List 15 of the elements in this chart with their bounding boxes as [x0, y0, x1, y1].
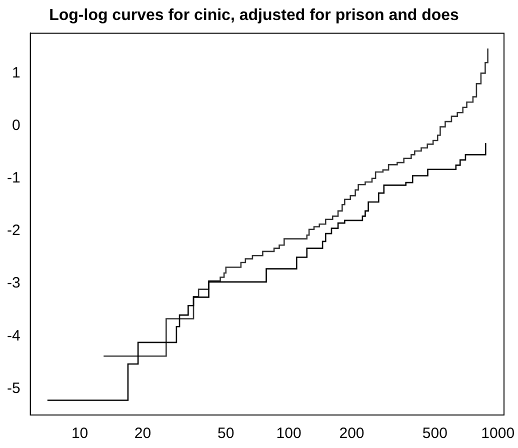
y-tick-label: 0	[12, 116, 20, 134]
y-tick-label: -2	[6, 222, 20, 240]
chart-title: Log-log curves for cinic, adjusted for prison and does	[49, 7, 460, 24]
y-tick-label: -4	[6, 327, 20, 344]
x-tick-label: 1000	[481, 425, 515, 442]
x-tick-label: 20	[134, 425, 152, 442]
y-tick-label: -3	[6, 274, 20, 292]
y-tick-label: -1	[6, 169, 20, 186]
x-tick-label: 100	[276, 425, 302, 442]
x-tick-label: 500	[422, 425, 448, 442]
y-tick-label: -5	[6, 380, 20, 397]
y-tick-label: 1	[12, 64, 20, 82]
x-tick-label: 50	[218, 425, 234, 442]
x-tick-label: 10	[71, 425, 88, 442]
x-tick-label: 200	[339, 425, 364, 442]
